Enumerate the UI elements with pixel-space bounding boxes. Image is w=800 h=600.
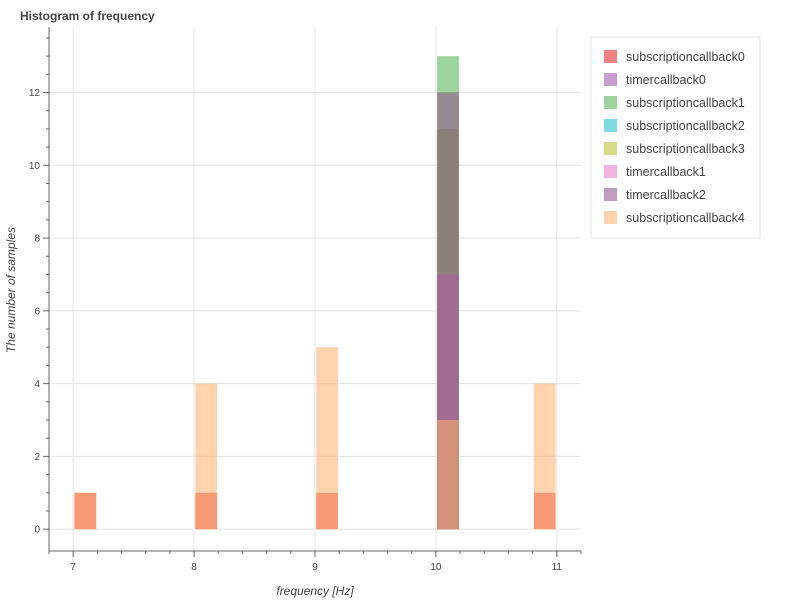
legend-label: subscriptioncallback0 (626, 50, 745, 64)
histogram-bar-timercallback2 (437, 92, 459, 530)
legend-box (590, 36, 761, 239)
legend-swatch (604, 188, 617, 201)
legend-label: timercallback1 (626, 165, 706, 179)
legend-label: subscriptioncallback2 (626, 119, 745, 133)
x-tick-label: 7 (70, 562, 76, 573)
legend-swatch (604, 50, 617, 63)
legend-swatch (604, 96, 617, 109)
axes: 0 2 4 6 8 10 12 7 8 9 10 11 (29, 27, 582, 573)
x-tick-label: 9 (312, 562, 318, 573)
histogram-bar-subscriptioncallback4 (437, 420, 459, 530)
y-tick-label: 0 (34, 525, 40, 536)
legend-label: subscriptioncallback1 (626, 96, 745, 110)
x-tick-label: 10 (430, 562, 442, 573)
legend-label: timercallback0 (626, 73, 706, 87)
y-axis-label: The number of samples (4, 227, 18, 353)
grid (49, 27, 581, 551)
histogram-bar-subscriptioncallback4 (316, 347, 338, 530)
y-tick-label: 10 (29, 161, 41, 172)
y-tick-label: 2 (34, 452, 40, 463)
legend-swatch (604, 73, 617, 86)
x-tick-label: 8 (191, 562, 197, 573)
legend-label: timercallback2 (626, 188, 706, 202)
legend-label: subscriptioncallback4 (626, 211, 745, 225)
legend-label: subscriptioncallback3 (626, 142, 745, 156)
histogram-bar-subscriptioncallback4 (74, 492, 97, 530)
legend: subscriptioncallback0 timercallback0 subsc… (590, 36, 761, 239)
y-tick-label: 6 (34, 306, 40, 317)
legend-swatch (604, 119, 617, 132)
legend-swatch (604, 142, 617, 155)
y-tick-label: 4 (34, 379, 40, 390)
histogram-bar-subscriptioncallback4 (195, 383, 218, 530)
y-tick-label: 8 (34, 234, 40, 245)
x-axis-label: frequency [Hz] (276, 584, 354, 598)
bars (74, 56, 556, 530)
y-tick-label: 12 (29, 88, 41, 99)
histogram-bar-subscriptioncallback4 (533, 383, 556, 530)
x-tick-label: 11 (552, 562, 563, 573)
legend-swatch (604, 165, 617, 178)
chart-title: Histogram of frequency (20, 9, 155, 23)
legend-swatch (604, 211, 617, 224)
